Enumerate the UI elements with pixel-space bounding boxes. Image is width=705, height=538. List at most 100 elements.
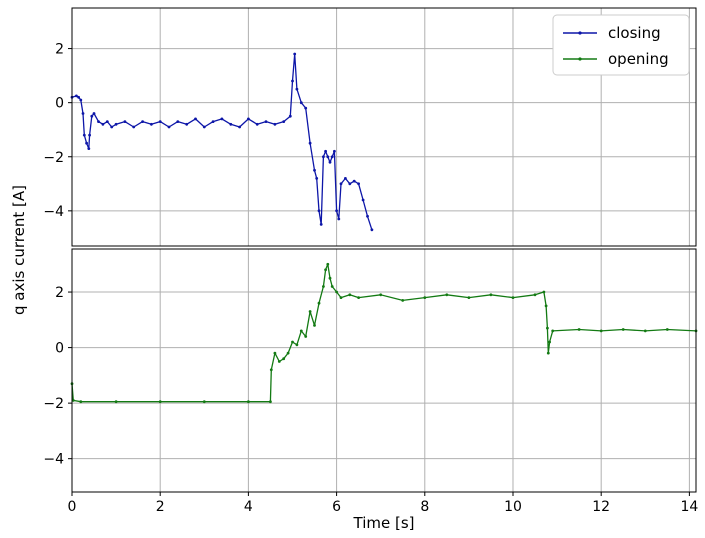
data-point-closing <box>324 149 327 153</box>
data-point-opening <box>304 335 308 338</box>
data-point-closing <box>317 209 321 213</box>
data-point-closing <box>202 125 206 129</box>
data-point-closing <box>299 101 303 105</box>
x-tick-label-0: 0 <box>68 499 77 515</box>
data-point-opening <box>544 304 548 308</box>
data-point-closing <box>337 217 341 221</box>
data-point-opening <box>282 357 286 361</box>
data-point-closing <box>211 120 215 123</box>
data-point-opening <box>445 293 449 297</box>
data-point-closing <box>194 117 197 121</box>
data-point-opening <box>313 324 316 327</box>
data-point-opening <box>401 299 405 302</box>
data-point-closing <box>319 223 323 226</box>
data-point-closing <box>357 182 360 186</box>
data-point-closing <box>220 117 224 121</box>
data-point-closing <box>291 79 294 83</box>
data-point-opening <box>348 293 352 297</box>
data-point-opening <box>299 329 303 333</box>
data-point-opening <box>326 262 330 266</box>
x-tick-label-7: 14 <box>680 499 698 515</box>
data-point-opening <box>643 329 647 333</box>
data-point-closing <box>229 122 233 126</box>
data-point-closing <box>370 228 374 232</box>
data-point-closing <box>366 214 369 218</box>
y-tick-label-p0-1: −2 <box>43 150 64 166</box>
data-point-opening <box>330 285 334 288</box>
data-point-closing <box>85 141 88 145</box>
data-point-closing <box>90 114 94 118</box>
data-point-opening <box>599 329 603 333</box>
data-point-opening <box>621 328 625 331</box>
data-point-closing <box>273 122 277 126</box>
x-tick-label-3: 6 <box>332 499 341 515</box>
data-point-opening <box>286 351 290 355</box>
data-point-closing <box>335 209 338 213</box>
data-point-closing <box>185 122 189 126</box>
data-point-closing <box>150 122 153 126</box>
data-point-closing <box>295 87 299 91</box>
y-tick-label-p1-1: −2 <box>43 396 64 412</box>
legend-marker-opening <box>578 57 582 61</box>
legend: closing opening <box>552 14 690 76</box>
data-point-closing <box>293 52 297 56</box>
data-point-closing <box>75 94 78 98</box>
y-tick-label-p1-2: 0 <box>55 341 64 357</box>
data-point-opening <box>158 400 162 404</box>
data-point-closing <box>101 122 105 126</box>
legend-label-opening: opening <box>608 50 669 68</box>
bottom-panel: −4 −2 0 2 <box>43 248 698 493</box>
data-point-closing <box>344 177 347 180</box>
y-tick-label-p0-0: −4 <box>43 204 64 220</box>
data-point-closing <box>87 147 91 151</box>
data-point-closing <box>328 160 332 164</box>
data-point-closing <box>114 122 118 126</box>
x-tick-label-5: 10 <box>504 499 522 515</box>
data-point-closing <box>361 198 365 202</box>
data-point-closing <box>77 95 80 99</box>
data-point-opening <box>295 343 299 347</box>
y-axis-label: q axis current [A] <box>10 185 28 315</box>
data-point-opening <box>322 285 325 288</box>
data-point-opening <box>79 400 83 404</box>
data-point-opening <box>542 290 546 294</box>
legend-label-closing: closing <box>608 24 661 42</box>
data-point-closing <box>81 112 85 115</box>
data-point-opening <box>269 368 273 372</box>
data-point-closing <box>88 133 91 137</box>
data-point-opening <box>489 293 493 297</box>
data-point-closing <box>255 122 259 126</box>
top-panel: −4 −2 0 2 <box>43 7 697 247</box>
data-point-opening <box>277 360 281 363</box>
data-point-closing <box>105 120 109 123</box>
data-point-closing <box>352 179 356 183</box>
data-point-opening <box>533 293 537 297</box>
data-point-opening <box>247 400 250 404</box>
data-point-opening <box>339 296 343 299</box>
data-point-opening <box>202 400 206 404</box>
data-point-closing <box>123 120 127 123</box>
data-point-opening <box>71 399 75 402</box>
data-point-opening <box>423 296 427 299</box>
legend-box <box>552 14 690 76</box>
x-tick-label-1: 2 <box>156 499 165 515</box>
data-point-closing <box>313 168 316 172</box>
data-point-opening <box>273 351 277 355</box>
data-point-closing <box>348 182 352 186</box>
data-point-opening <box>546 326 549 330</box>
x-tick-label-6: 12 <box>592 499 610 515</box>
data-point-closing <box>110 125 114 129</box>
data-point-closing <box>176 120 180 123</box>
data-point-closing <box>79 98 83 102</box>
data-point-closing <box>322 155 325 159</box>
data-point-opening <box>324 268 327 272</box>
data-point-closing <box>141 120 145 123</box>
y-tick-label-p1-0: −4 <box>43 452 64 468</box>
data-point-closing <box>304 106 308 110</box>
data-point-closing <box>333 149 336 153</box>
legend-marker-closing <box>578 31 582 35</box>
x-tick-label-2: 4 <box>244 499 253 515</box>
data-point-closing <box>167 125 171 129</box>
data-point-closing <box>330 155 334 159</box>
